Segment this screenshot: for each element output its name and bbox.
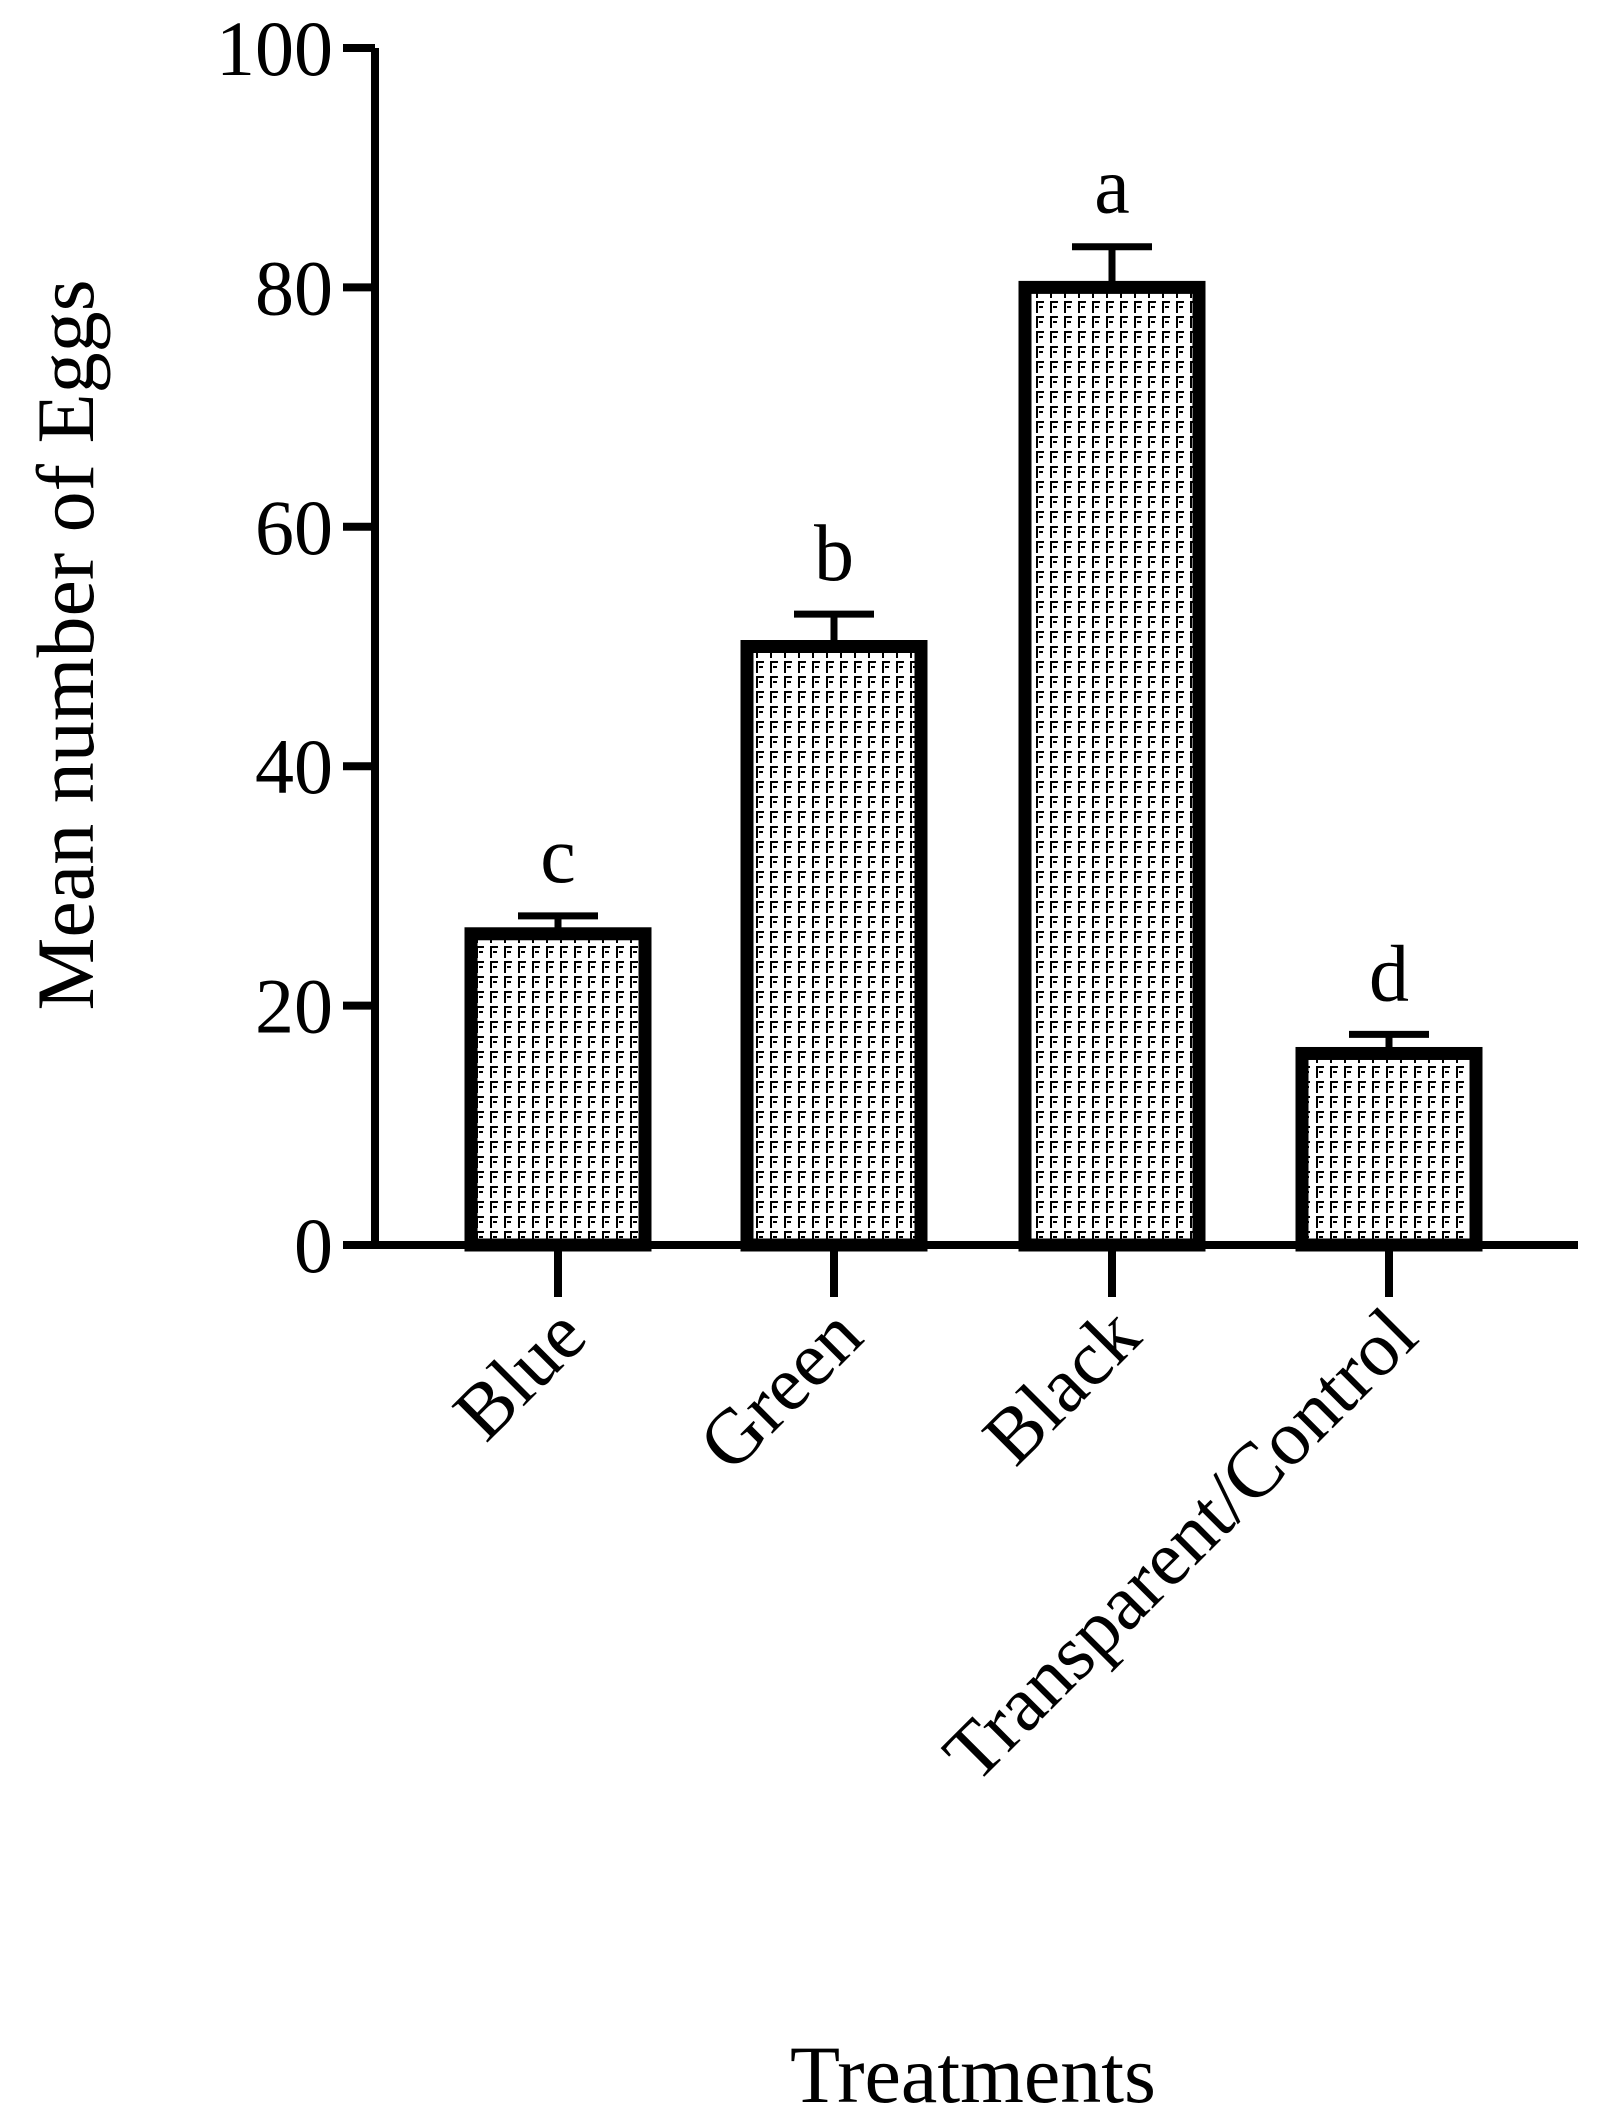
significance-letter-black: a: [1094, 143, 1130, 231]
x-tick-label-green: Green: [682, 1291, 878, 1487]
y-tick-label-40: 40: [255, 723, 333, 810]
significance-letter-transparent-control: d: [1369, 930, 1409, 1018]
x-tick-label-blue: Blue: [436, 1291, 602, 1457]
y-tick-label-60: 60: [255, 484, 333, 571]
y-tick-label-0: 0: [294, 1202, 333, 1289]
bars-group: [464, 280, 1483, 1252]
significance-letter-blue: c: [540, 812, 576, 900]
bar-green: [740, 640, 928, 1252]
y-tick-label-80: 80: [255, 244, 333, 331]
y-tick-label-20: 20: [255, 963, 333, 1050]
significance-letter-green: b: [814, 510, 854, 598]
error-bars-group: [518, 243, 1429, 1054]
bar-blue: [464, 927, 652, 1252]
significance-letters-group: c b a d: [540, 143, 1409, 1019]
x-axis-label: Treatments: [790, 2029, 1156, 2120]
x-tick-label-transparent-control: Transparent/Control: [926, 1291, 1433, 1798]
y-tick-label-100: 100: [216, 5, 333, 92]
x-tick-label-black: Black: [966, 1291, 1156, 1481]
y-ticks-group: 0 20 40 60 80 100: [216, 5, 375, 1289]
y-axis-label: Mean number of Eggs: [20, 280, 111, 1011]
bar-transparent-control: [1295, 1046, 1483, 1252]
y-axis: 0 20 40 60 80 100: [216, 5, 379, 1289]
bar-black: [1018, 280, 1206, 1252]
